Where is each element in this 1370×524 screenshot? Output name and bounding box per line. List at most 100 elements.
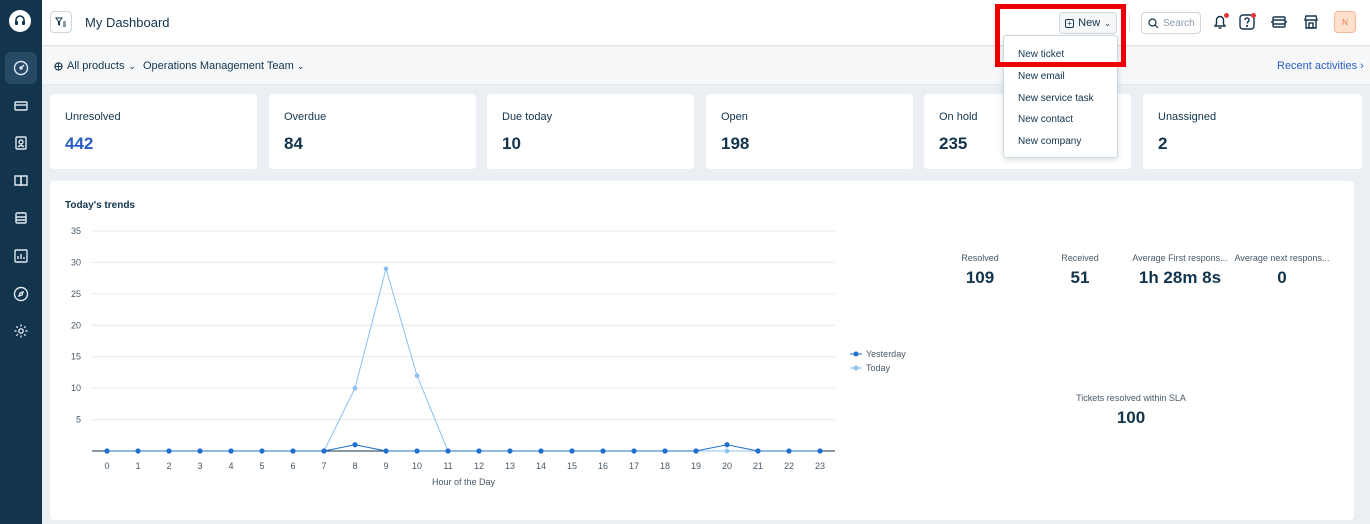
y-tick-label: 25: [71, 289, 81, 299]
apps-icon[interactable]: [1269, 12, 1289, 32]
marketplace-store-icon[interactable]: [1301, 12, 1321, 32]
data-point-today: [383, 266, 389, 272]
user-avatar[interactable]: N: [1334, 11, 1356, 33]
x-tick-label: 17: [629, 461, 639, 471]
recent-activities-link[interactable]: Recent activities ›: [1277, 60, 1364, 72]
notifications-bell-icon[interactable]: [1210, 12, 1230, 32]
card-value: 2: [1158, 134, 1168, 153]
data-point-yesterday: [662, 448, 668, 454]
help-icon[interactable]: [1237, 12, 1257, 32]
contacts-nav-icon[interactable]: [5, 127, 37, 159]
unresolved-card[interactable]: Unresolved 442: [50, 94, 257, 169]
search-input[interactable]: Search: [1141, 12, 1201, 34]
metric-value: 1h 28m 8s: [1138, 268, 1222, 287]
data-point-today: [414, 373, 420, 378]
sidebar-toggle-icon[interactable]: [50, 11, 72, 33]
metric-value: 0: [1277, 268, 1287, 287]
unassigned-card[interactable]: Unassigned 2: [1143, 94, 1362, 169]
x-tick-label: 12: [474, 461, 484, 471]
card-label: Overdue: [284, 111, 327, 123]
resolved-metric: Resolved 109: [930, 253, 1030, 288]
legend-label: Today: [866, 363, 891, 373]
y-tick-label: 20: [71, 320, 81, 330]
metric-value: 100: [1116, 408, 1146, 427]
reports-nav-icon[interactable]: [5, 240, 37, 272]
data-point-yesterday: [755, 448, 761, 454]
data-point-yesterday: [476, 448, 482, 454]
metric-label: Average next respons...: [1234, 253, 1330, 263]
data-point-yesterday: [538, 448, 544, 454]
data-point-yesterday: [135, 448, 141, 454]
x-tick-label: 9: [383, 461, 388, 471]
data-point-yesterday: [786, 448, 792, 454]
knowledge-base-nav-icon[interactable]: [5, 165, 37, 197]
card-label: Unresolved: [65, 111, 121, 123]
overdue-card[interactable]: Overdue 84: [269, 94, 476, 169]
x-tick-label: 11: [443, 461, 452, 471]
filter-bar: All products ⌄ Operations Management Tea…: [42, 47, 1370, 85]
help-dot: [1251, 13, 1256, 18]
new-service-task-item[interactable]: New service task: [1018, 93, 1094, 104]
metric-value: 51: [1070, 268, 1090, 287]
card-value: 10: [502, 134, 521, 153]
search-placeholder: Search: [1163, 17, 1195, 29]
sla-metric: Tickets resolved within SLA 100: [1061, 393, 1201, 428]
card-label: Due today: [502, 111, 553, 123]
legend-swatch-marker: [853, 351, 859, 357]
new-contact-item[interactable]: New contact: [1018, 114, 1074, 125]
trends-title: Today's trends: [65, 200, 135, 211]
new-company-item[interactable]: New company: [1018, 136, 1082, 147]
due-today-card[interactable]: Due today 10: [487, 94, 694, 169]
dashboard-nav-icon[interactable]: [5, 52, 37, 84]
data-point-yesterday: [352, 442, 358, 448]
data-point-yesterday: [693, 448, 699, 454]
new-button[interactable]: + New ⌄: [1059, 12, 1117, 34]
tickets-nav-icon[interactable]: [5, 90, 37, 122]
card-value: 235: [939, 134, 968, 153]
x-tick-label: 4: [228, 461, 233, 471]
card-label: Open: [721, 111, 748, 123]
search-icon: [1148, 17, 1159, 28]
all-products-dropdown[interactable]: All products ⌄: [54, 60, 136, 72]
assets-nav-icon[interactable]: [5, 202, 37, 234]
data-point-yesterday: [507, 448, 513, 454]
x-tick-label: 14: [536, 461, 546, 471]
new-email-item[interactable]: New email: [1018, 71, 1065, 82]
y-tick-label: 15: [71, 352, 81, 362]
open-card[interactable]: Open 198: [706, 94, 913, 169]
metric-label: Average First respons...: [1132, 253, 1228, 263]
series-line-yesterday: [107, 444, 820, 452]
x-tick-label: 5: [259, 461, 264, 471]
new-dropdown-menu: New ticket New email New service task Ne…: [1003, 35, 1118, 158]
left-sidebar: [0, 0, 42, 524]
discover-nav-icon[interactable]: [5, 278, 37, 310]
card-label: Unassigned: [1158, 111, 1217, 123]
recent-activities-label: Recent activities: [1277, 60, 1358, 72]
x-tick-label: 20: [722, 461, 732, 471]
y-tick-label: 10: [71, 383, 81, 393]
data-point-yesterday: [445, 448, 451, 454]
team-label: Operations Management Team: [143, 60, 294, 72]
y-tick-label: 30: [71, 257, 81, 267]
chevron-down-icon: ⌄: [1104, 18, 1111, 28]
data-point-yesterday: [321, 448, 327, 454]
top-header: My Dashboard + New ⌄ Search N: [42, 0, 1370, 46]
products-globe-icon: [54, 61, 63, 71]
chevron-right-icon: ›: [1360, 60, 1364, 72]
settings-gear-icon[interactable]: [5, 315, 37, 347]
legend-label: Yesterday: [866, 349, 906, 359]
y-tick-label: 35: [71, 226, 81, 236]
data-point-yesterday: [817, 448, 823, 454]
data-point-yesterday: [228, 448, 234, 454]
legend-swatch-marker: [853, 365, 859, 371]
card-value: 442: [65, 134, 94, 153]
plus-icon: +: [1065, 18, 1075, 28]
card-value: 84: [284, 134, 303, 153]
metric-label: Resolved: [961, 253, 999, 263]
team-dropdown[interactable]: Operations Management Team ⌄: [143, 60, 304, 72]
data-point-yesterday: [600, 448, 606, 454]
new-ticket-item[interactable]: New ticket: [1018, 49, 1065, 60]
app-logo-icon[interactable]: [9, 10, 31, 32]
x-tick-label: 7: [321, 461, 326, 471]
